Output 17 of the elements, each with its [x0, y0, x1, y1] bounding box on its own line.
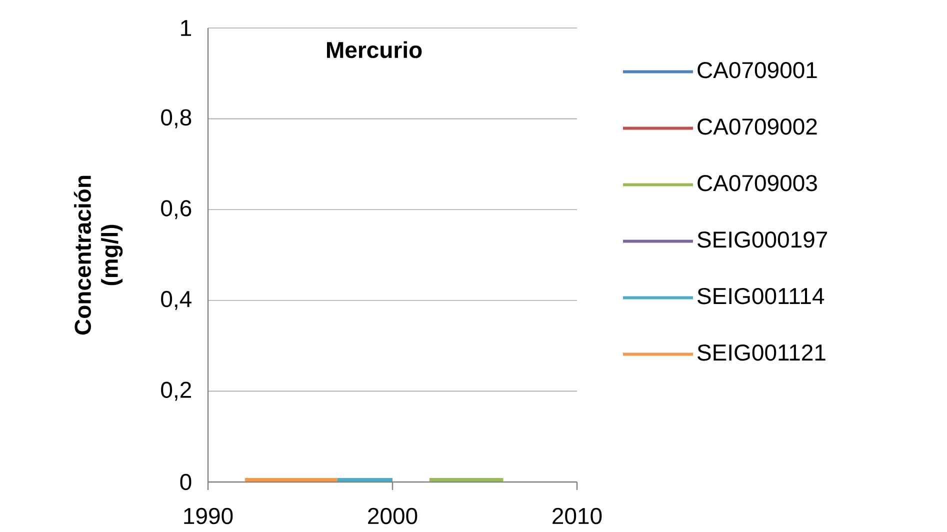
legend-label: SEIG000197: [698, 232, 828, 248]
y-tick-label: 0,8: [161, 109, 192, 128]
y-tick-label: 0,4: [161, 290, 192, 310]
x-tick-label: 2000: [368, 508, 418, 524]
y-tick-label: 0,2: [161, 382, 191, 401]
legend-label: SEIG001121: [698, 344, 826, 361]
x-tick-label: 2010: [552, 508, 602, 524]
y-tick-label: 0: [180, 474, 192, 490]
legend-label: CA0709001: [698, 62, 817, 78]
chart-title: Mercurio: [327, 41, 422, 58]
legend-label: CA0709003: [698, 175, 817, 192]
y-tick-label: 1: [181, 20, 192, 36]
legend-label: CA0709002: [698, 118, 817, 135]
y-axis-title: Concentración (mg/l): [74, 176, 123, 335]
y-tick-label: 0,6: [161, 200, 192, 220]
legend-label: SEIG001114: [698, 288, 824, 304]
x-tick-label: 1990: [184, 508, 233, 524]
